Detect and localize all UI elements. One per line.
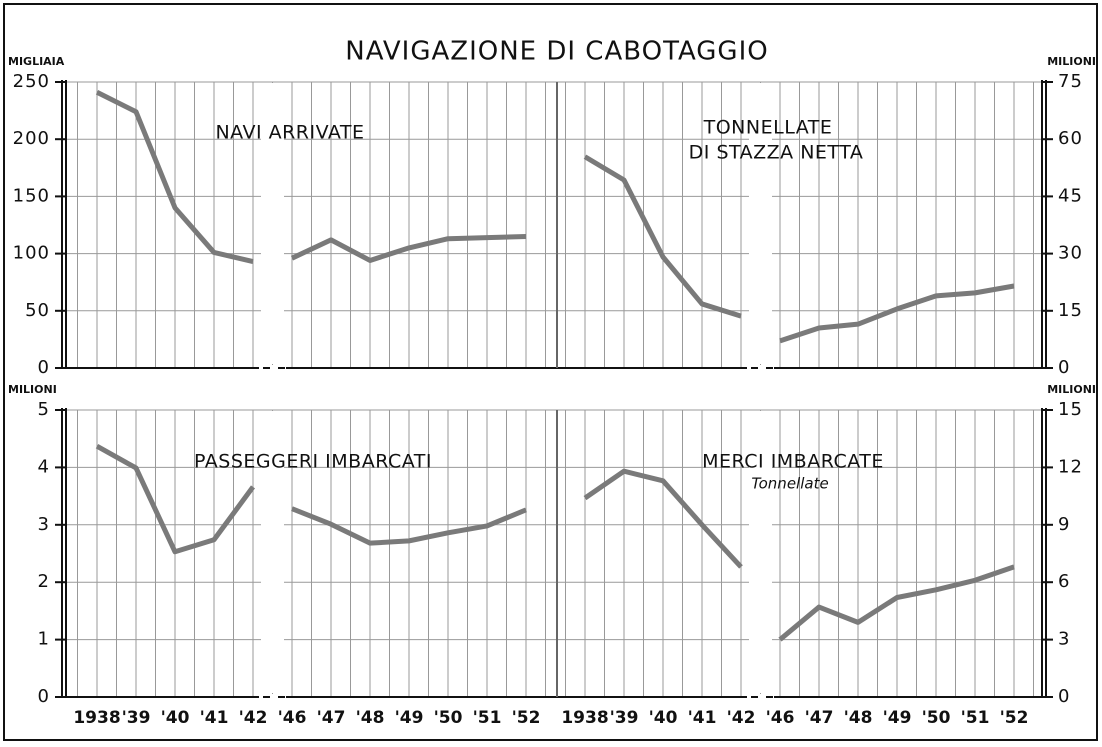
y-tick-label: 30 [1058,243,1083,264]
y-tick-label: 9 [1058,514,1070,535]
x-tick-label: '40 [161,708,190,728]
y-tick-label: 12 [1058,456,1083,477]
x-tick-label: '49 [883,708,912,728]
x-tick-label: 1938 [561,708,608,728]
y-tick-label: 1 [38,629,50,650]
panel-title: MERCI IMBARCATE [702,451,884,473]
y-tick-label: 0 [38,686,50,707]
y-tick-label: 2 [38,571,50,592]
gap [261,411,284,693]
gap [749,411,772,693]
y-tick-label: 4 [38,456,50,477]
chart-title: NAVIGAZIONE DI CABOTAGGIO [345,37,768,67]
x-tick-label: '48 [844,708,873,728]
gap [261,83,284,364]
x-tick-label: '42 [239,708,268,728]
y-axis-label: MILIONI [1047,383,1096,396]
y-tick-label: 3 [38,514,50,535]
y-tick-label: 6 [1058,571,1070,592]
y-tick-label: 250 [13,71,50,92]
panel-title: NAVI ARRIVATE [215,122,364,144]
x-tick-label: '51 [473,708,502,728]
frame [3,3,1098,741]
x-tick-label: '47 [805,708,834,728]
y-tick-label: 5 [38,399,50,420]
line [583,468,743,569]
line [95,90,254,265]
y-tick-label: 3 [1058,629,1070,650]
line [779,283,1015,344]
axis-break [259,695,286,699]
x-tick-label: '42 [727,708,756,728]
x-tick-label: '52 [1000,708,1029,728]
axis-break [747,366,774,370]
y-tick-label: 0 [38,357,50,378]
panel-title: DI STAZZA NETTA [689,142,864,164]
y-tick-label: 75 [1058,71,1083,92]
x-tick-label: '49 [395,708,424,728]
y-tick-label: 200 [13,128,50,149]
x-tick-label: '52 [512,708,541,728]
y-tick-label: 15 [1058,399,1083,420]
line [583,154,742,319]
y-tick-label: 15 [1058,300,1083,321]
x-tick-label: '46 [766,708,795,728]
axis-break [747,695,774,699]
x-tick-label: '47 [317,708,346,728]
line [290,233,527,263]
y-tick-label: 50 [25,300,50,321]
line [95,443,256,555]
y-tick-label: 0 [1058,686,1070,707]
gap [749,83,772,364]
y-tick-label: 45 [1058,185,1083,206]
line [291,506,527,546]
y-axis-label: MILIONI [8,383,57,396]
panel-title: TONNELLATE [703,117,833,139]
x-tick-label: '48 [356,708,385,728]
y-axis-label: MILIONI [1047,55,1096,68]
panel-title: PASSEGGERI IMBARCATI [194,451,432,473]
x-tick-label: '50 [434,708,463,728]
x-tick-label: '41 [688,708,717,728]
x-tick-label: '39 [122,708,151,728]
x-tick-label: '50 [922,708,951,728]
line [778,564,1015,642]
x-tick-label: 1938 [73,708,120,728]
x-tick-label: '46 [278,708,307,728]
y-tick-label: 60 [1058,128,1083,149]
y-tick-label: 150 [13,185,50,206]
x-tick-label: '41 [200,708,229,728]
axis-break [259,366,286,370]
y-tick-label: 0 [1058,357,1070,378]
x-tick-label: '39 [610,708,639,728]
y-axis-label: MIGLIAIA [8,55,65,68]
y-tick-label: 100 [13,243,50,264]
x-tick-label: '40 [649,708,678,728]
panel-subtitle: Tonnellate [751,475,828,493]
x-tick-label: '51 [961,708,990,728]
